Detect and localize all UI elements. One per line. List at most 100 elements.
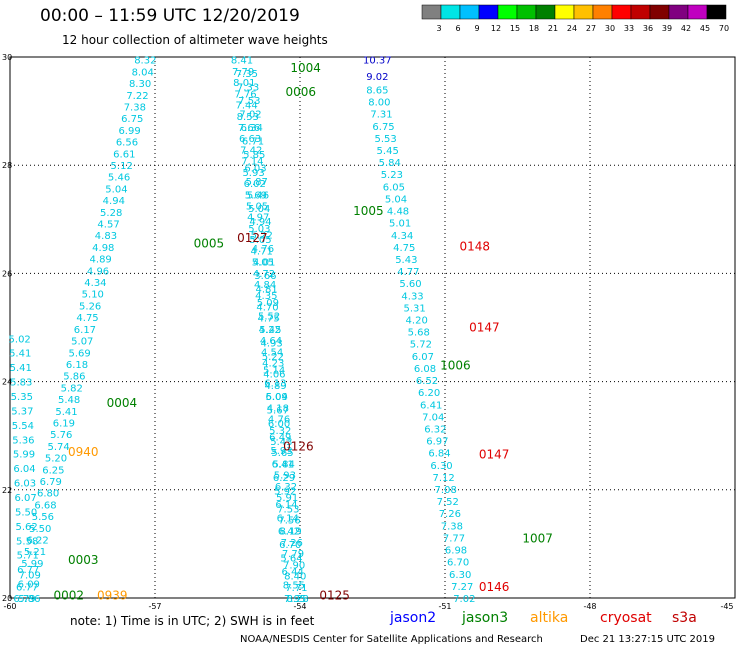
wave-height-value: 5.23 [381,170,403,181]
wave-height-value: 4.64 [260,336,282,347]
wave-height-value: 6.25 [42,465,64,476]
wave-height-value: 7.77 [443,533,465,544]
wave-height-value: 5.93 [274,471,296,482]
wave-height-value: 5.92 [274,486,296,497]
scale-label: 15 [510,24,520,33]
wave-height-value: 4.33 [401,291,423,302]
map-subtitle: 12 hour collection of altimeter wave hei… [62,33,328,47]
wave-height-value: 7.66 [238,123,260,134]
wave-height-value: 6.68 [34,500,56,511]
wave-height-value: 5.86 [63,372,85,383]
wave-height-value: 8.32 [134,56,156,67]
wave-height-value: 6.99 [118,126,140,137]
wave-height-value: 5.10 [82,290,104,301]
pass-time-label: 0006 [286,85,317,99]
pass-time-label: 0125 [319,588,350,602]
wave-height-value: 5.01 [389,219,411,230]
wave-height-value: 5.84 [379,158,401,169]
wave-height-value: 7.76 [234,89,256,100]
wave-height-value: 5.22 [262,352,284,363]
wave-height-value: 5.54 [12,421,34,432]
lon-tick-label: -48 [583,602,596,610]
wave-height-value: 5.52 [258,311,280,322]
lat-tick-label: 28 [2,161,12,170]
wave-height-value: 7.52 [437,497,459,508]
wave-height-value: 6.44 [282,567,304,578]
wave-height-value: 4.57 [97,220,119,231]
wave-height-value: 8.28 [286,594,308,605]
wave-height-value: 6.75 [372,122,394,133]
wave-height-value: 4.48 [387,207,409,218]
wave-height-value: 5.46 [108,173,130,184]
wave-height-value: 6.13 [264,379,286,390]
wave-height-value: 4.06 [263,370,285,381]
wave-height-value: 7.53 [277,504,299,515]
scale-label: 12 [491,24,501,33]
wave-height-value: 6.08 [414,364,436,375]
wave-height-value: 7.08 [435,485,457,496]
wave-height-value: 6.09 [265,392,287,403]
wave-height-value: 5.04 [385,194,407,205]
wave-height-value: 4.76 [252,244,274,255]
wave-height-value: 5.50 [15,507,37,518]
wave-height-value: 4.76 [268,415,290,426]
wave-height-value: 7.02 [453,594,475,605]
wave-height-value: 5.62 [16,522,38,533]
wave-height-value: 6.79 [40,477,62,488]
wave-height-value: 7.38 [124,103,146,114]
wave-height-value: 5.41 [55,407,77,418]
scale-label: 36 [643,24,653,33]
wave-height-value: 7.95 [284,594,306,605]
map-title: 00:00 – 11:59 UTC 12/20/2019 [40,6,300,26]
wave-height-value: 6.32 [275,482,297,493]
scale-label: 33 [624,24,634,33]
wave-height-value: 5.07 [71,337,93,348]
pass-time-label: 0940 [68,445,99,459]
wave-height-value: 8.04 [132,67,154,78]
wave-height-value: 6.49 [269,433,291,444]
wave-height-value: 6.61 [113,149,135,160]
wave-height-value: 7.22 [126,91,148,102]
wave-height-value: 6.98 [445,546,467,557]
wave-height-value: 4.70 [256,302,278,313]
wave-height-value: 8.55 [283,581,305,592]
scale-label: 9 [474,24,479,33]
wave-height-value: 7.14 [241,157,263,168]
pass-time-label: 0004 [107,396,138,410]
wave-height-value: 5.48 [58,395,80,406]
wave-height-value: 4.01 [253,258,275,269]
wave-height-value: 5.69 [245,190,267,201]
lon-tick-label: -60 [3,602,16,610]
wave-height-value: 7.71 [285,583,307,594]
wave-height-value: 5.87 [246,177,268,188]
scale-label: 70 [719,24,729,33]
wave-height-value: 5.69 [69,348,91,359]
wave-height-value: 8.53 [237,112,259,123]
wave-height-value: 4.20 [406,316,428,327]
wave-height-value: 5.45 [377,146,399,157]
pass-time-label: 0005 [194,237,225,251]
wave-height-value: 6.03 [244,163,266,174]
wave-height-value: 5.53 [374,134,396,145]
pass-time-label: 0148 [460,239,491,253]
wave-height-value: 5.41 [10,363,32,374]
wave-height-value: 5.86 [18,594,40,605]
wave-height-value: 5.83 [10,378,32,389]
wave-height-value: 5.93 [242,168,264,179]
wave-height-value: 5.76 [50,430,72,441]
lon-tick-label: -45 [720,602,733,610]
wave-height-value: 4.23 [262,358,284,369]
scale-label: 18 [529,24,539,33]
scale-label: 3 [436,24,441,33]
wave-height-value: 4.35 [255,291,277,302]
pass-time-label: 0146 [479,580,510,594]
wave-height-value: 5.65 [271,448,293,459]
wave-height-value: 6.70 [279,540,301,551]
wave-height-value: 8.19 [280,527,302,538]
wave-height-value: 5.82 [61,383,83,394]
wave-height-value: 4.72 [253,269,275,280]
wave-height-value: 5.35 [11,392,33,403]
wave-height-value: 5.91 [276,493,298,504]
scale-label: 24 [567,24,577,33]
